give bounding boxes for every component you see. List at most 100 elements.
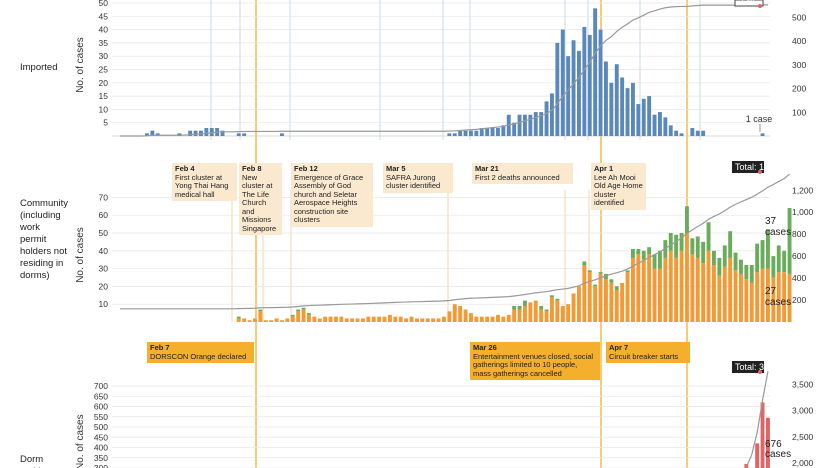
community-bar-orange — [577, 286, 581, 322]
imported-bar — [668, 125, 673, 136]
imported-y-tick-label: 50 — [99, 0, 109, 8]
community-bar-orange — [782, 272, 787, 322]
community-bar-orange — [334, 316, 338, 322]
community-bar-green — [604, 273, 608, 280]
community-y-tick-label: 40 — [99, 246, 109, 256]
annotation-feb8: Feb 8 New cluster at The Life Church and … — [239, 163, 282, 235]
dorm-bar — [755, 443, 760, 468]
community-bar-orange — [382, 316, 387, 322]
imported-bar — [236, 133, 241, 136]
community-bar-orange — [766, 268, 770, 322]
imported-bar — [193, 130, 198, 136]
community-bar-orange — [587, 272, 592, 322]
imported-y-axis-label: No. of cases — [75, 37, 86, 93]
imported-cumulative-line — [119, 4, 768, 137]
community-bar-orange — [631, 257, 635, 322]
svg-text:Total: 3,263: Total: 3,263 — [735, 362, 782, 372]
community-y2-tick-label: 600 — [792, 251, 806, 261]
imported-bar — [242, 133, 247, 136]
community-y-axis-label: No. of cases — [75, 227, 86, 283]
imported-bar — [501, 125, 506, 136]
imported-bar — [560, 29, 565, 137]
imported-bar — [209, 128, 214, 136]
community-bar-orange — [371, 316, 376, 322]
community-bar-orange — [652, 268, 657, 322]
imported-y2-tick-label: 500 — [792, 12, 806, 22]
imported-bar — [604, 61, 608, 136]
imported-bar — [587, 34, 592, 136]
event-apr7: Apr 7 Circuit breaker starts — [606, 342, 690, 363]
community-bar-orange — [728, 257, 733, 322]
community-bar-orange — [269, 320, 274, 322]
dorm-y2-ticks: 2,000 2,500 3,000 3,500 — [792, 379, 814, 468]
community-bar-orange — [614, 289, 619, 322]
community-bar-green — [658, 250, 662, 269]
community-bar-orange — [506, 314, 511, 322]
imported-bar — [577, 50, 581, 136]
community-bar-orange — [512, 309, 517, 322]
community-y2-tick-label: 800 — [792, 229, 806, 239]
community-bar-orange — [469, 313, 473, 322]
imported-bar — [566, 56, 571, 137]
svg-text:residing in: residing in — [20, 258, 63, 269]
svg-text:37: 37 — [765, 216, 777, 227]
imported-bar — [690, 128, 695, 136]
community-bar-green — [722, 245, 727, 267]
svg-text:cases: cases — [765, 227, 791, 238]
community-bar-orange — [431, 318, 436, 322]
community-bar-green — [739, 259, 743, 274]
community-bar-green — [539, 305, 544, 310]
imported-bar — [631, 82, 635, 136]
imported-bar — [620, 77, 625, 136]
dorm-y-axis-label: No. of cases — [75, 414, 86, 468]
community-bars — [236, 206, 792, 322]
community-bar-orange — [404, 318, 409, 322]
community-bar-orange — [636, 254, 641, 322]
community-y-tick-label: 30 — [99, 264, 109, 274]
imported-y2-tick-label: 400 — [792, 36, 806, 46]
community-bar-orange — [366, 316, 371, 322]
community-bar-orange — [263, 320, 268, 322]
community-bar-green — [717, 257, 722, 276]
imported-y-tick-label: 40 — [99, 25, 109, 35]
community-bar-orange — [377, 316, 382, 322]
community-bar-green — [290, 314, 295, 317]
community-bar-orange — [717, 275, 722, 322]
svg-text:residents: residents — [20, 466, 59, 468]
imported-bar — [679, 133, 684, 136]
community-bar-orange — [609, 282, 614, 322]
community-bar-green — [593, 284, 598, 287]
community-y2-tick-label: 1,000 — [792, 207, 814, 217]
dorm-y-tick-label: 450 — [94, 432, 108, 442]
community-bar-orange — [501, 316, 506, 322]
imported-bar — [636, 104, 641, 136]
imported-bar — [496, 128, 500, 136]
community-bar-green — [636, 249, 641, 255]
dorm-bar — [760, 402, 765, 468]
community-bar-orange — [463, 309, 468, 322]
community-bar-orange — [328, 316, 333, 322]
community-bar-orange — [685, 232, 689, 322]
dorm-y2-tick-label: 2,000 — [792, 458, 814, 468]
community-bar-orange — [253, 318, 257, 322]
community-bar-orange — [539, 309, 544, 322]
community-bar-orange — [641, 259, 646, 322]
community-bar-orange — [571, 293, 576, 322]
community-bar-orange — [690, 254, 695, 322]
imported-bar — [150, 130, 155, 136]
community-bar-orange — [620, 282, 625, 322]
dorm-bar — [766, 417, 770, 468]
imported-bar — [145, 133, 149, 136]
imported-one-case-label: 1 case — [746, 114, 773, 124]
imported-bar — [485, 128, 490, 136]
community-bar-green — [728, 231, 733, 258]
imported-bar — [550, 93, 554, 136]
community-bar-orange — [436, 318, 441, 322]
community-bar-orange — [479, 316, 484, 322]
community-bar-green — [614, 286, 619, 290]
imported-bar — [469, 130, 473, 136]
imported-total-badge: 549 — [734, 0, 764, 7]
imported-bar — [663, 117, 668, 136]
imported-bar — [528, 114, 533, 136]
